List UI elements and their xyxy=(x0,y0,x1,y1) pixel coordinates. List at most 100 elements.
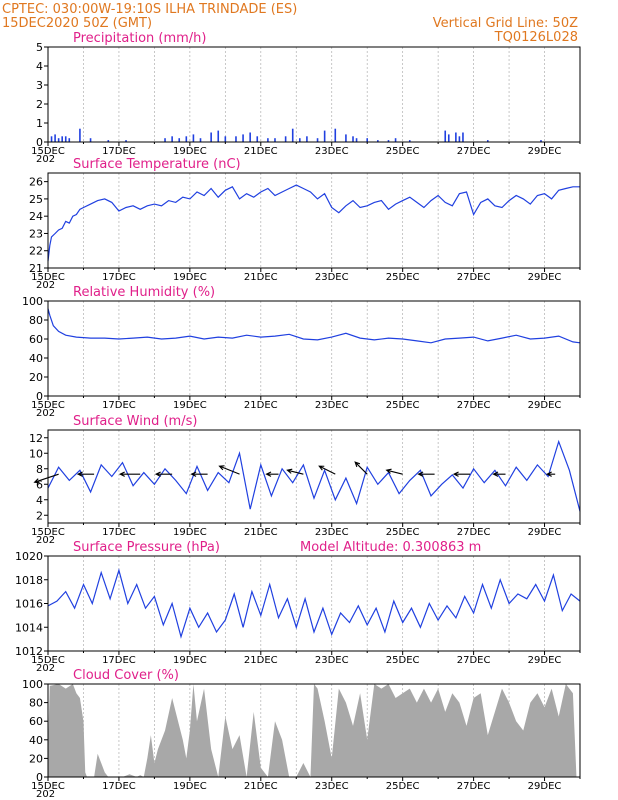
precip-bar xyxy=(107,140,110,142)
rh-frame xyxy=(47,300,581,397)
precip-bar xyxy=(224,136,227,142)
precip-bar xyxy=(192,134,195,142)
x-tick-label: 29DEC xyxy=(528,400,562,411)
temp-series-line xyxy=(47,184,580,262)
precip-bar xyxy=(64,136,67,142)
pres-title: Surface Pressure (hPa) xyxy=(73,540,220,555)
precip-bar xyxy=(444,130,447,142)
precip-bar xyxy=(235,136,237,142)
x-tick-label: 23DEC xyxy=(315,272,349,283)
x-tick-label: 21DEC xyxy=(244,781,278,792)
header-model-code: TQ0126L028 xyxy=(494,30,578,45)
precip-bar xyxy=(462,132,464,142)
wind-panel: 2 4 6 8 10 12 15DEC 17DEC 19DEC 21DEC 23DEC 25DEC 27… xyxy=(29,414,581,546)
x-tick-label: 19DEC xyxy=(173,400,207,411)
y-tick-label: 1014 xyxy=(15,621,43,634)
x-tick-label: 15DEC xyxy=(31,272,65,283)
precip-bar xyxy=(61,136,63,142)
precip-bar xyxy=(242,134,244,142)
precip-bar xyxy=(316,138,319,142)
precip-bar xyxy=(299,138,301,142)
y-tick-label: 26 xyxy=(29,176,43,189)
wind-vector xyxy=(218,465,240,475)
x-year-label: 202 xyxy=(36,663,55,674)
precip-bar xyxy=(284,136,287,142)
y-tick-label: 1016 xyxy=(15,598,43,611)
x-tick-label: 23DEC xyxy=(315,146,349,157)
x-tick-label: 29DEC xyxy=(528,527,562,538)
x-tick-label: 19DEC xyxy=(173,655,207,666)
x-tick-label: 21DEC xyxy=(244,272,278,283)
x-tick-label: 19DEC xyxy=(173,272,207,283)
precip-bar xyxy=(171,136,173,142)
x-tick-label: 27DEC xyxy=(457,400,491,411)
x-year-label: 202 xyxy=(36,789,55,800)
precip-bar xyxy=(185,136,188,142)
wind-vector xyxy=(154,471,173,477)
x-tick-label: 25DEC xyxy=(386,781,420,792)
x-tick-label: 25DEC xyxy=(386,655,420,666)
y-tick-label: 21 xyxy=(29,262,43,275)
y-tick-label: 40 xyxy=(29,734,43,747)
y-tick-label: 24 xyxy=(29,210,43,223)
precip-bar xyxy=(178,138,181,142)
precip-bar xyxy=(447,134,450,142)
x-tick-label: 21DEC xyxy=(244,146,278,157)
wind-vector xyxy=(118,471,141,477)
precip-bar xyxy=(68,138,71,142)
x-tick-label: 15DEC xyxy=(31,146,65,157)
y-tick-label: 3 xyxy=(36,79,43,92)
precip-bar xyxy=(291,128,294,142)
x-tick-label: 29DEC xyxy=(528,272,562,283)
precip-panel: 0 1 2 3 4 5 15DEC 17DEC 19DEC 21DEC 23DEC 25DEC 27DE… xyxy=(31,31,581,165)
header-run-time: 15DEC2020 50Z (GMT) xyxy=(2,16,152,31)
wind-vector xyxy=(286,468,304,475)
precip-bar xyxy=(334,128,337,142)
precip-bar xyxy=(267,138,269,142)
x-tick-label: 17DEC xyxy=(102,146,136,157)
y-tick-label: 0 xyxy=(36,136,43,149)
y-tick-label: 2 xyxy=(36,98,43,111)
y-tick-label: 60 xyxy=(29,333,43,346)
x-tick-label: 15DEC xyxy=(31,400,65,411)
y-tick-label: 0 xyxy=(36,771,43,784)
x-year-label: 202 xyxy=(36,154,55,165)
temp-panel: 21 22 23 24 25 26 15DEC 17DEC 19DEC 21DEC 23DEC 25D… xyxy=(29,157,581,291)
precip-bar xyxy=(323,130,326,142)
precip-bar xyxy=(408,140,411,142)
x-tick-label: 27DEC xyxy=(457,527,491,538)
x-tick-label: 17DEC xyxy=(102,781,136,792)
precip-bar xyxy=(54,134,56,142)
wind-vector xyxy=(265,471,279,477)
cloud-panel: 0 20 40 60 80 100 15DEC 17DEC 19DEC 21DEC 23DEC 25D… xyxy=(22,668,581,800)
wind-vector xyxy=(417,471,435,477)
y-tick-label: 4 xyxy=(36,60,43,73)
precip-frame xyxy=(47,46,581,143)
wind-vector xyxy=(545,471,556,477)
rh-title: Relative Humidity (%) xyxy=(73,285,215,300)
precip-bar xyxy=(249,132,251,142)
precip-title: Precipitation (mm/h) xyxy=(73,31,206,46)
precip-bar xyxy=(89,138,92,142)
precip-bar xyxy=(366,138,368,142)
header: CPTEC: 030:00W-19:10S ILHA TRINDADE (ES)… xyxy=(2,2,578,45)
precip-bar xyxy=(50,136,53,142)
wind-series-line xyxy=(47,439,581,512)
x-year-label: 202 xyxy=(36,535,55,546)
y-tick-label: 0 xyxy=(36,390,43,403)
y-tick-label: 1 xyxy=(36,117,43,130)
precip-bar xyxy=(394,138,397,142)
precip-bar xyxy=(125,140,127,142)
x-tick-label: 23DEC xyxy=(315,781,349,792)
wind-title: Surface Wind (m/s) xyxy=(73,414,197,429)
precip-bar xyxy=(352,136,354,142)
y-tick-label: 25 xyxy=(29,193,43,206)
x-tick-label: 17DEC xyxy=(102,527,136,538)
precip-bar xyxy=(274,138,276,142)
x-tick-label: 25DEC xyxy=(386,272,420,283)
y-tick-label: 20 xyxy=(29,752,43,765)
x-tick-label: 21DEC xyxy=(244,400,278,411)
precip-bar xyxy=(164,138,166,142)
wind-vector xyxy=(452,471,471,477)
x-tick-label: 15DEC xyxy=(31,655,65,666)
